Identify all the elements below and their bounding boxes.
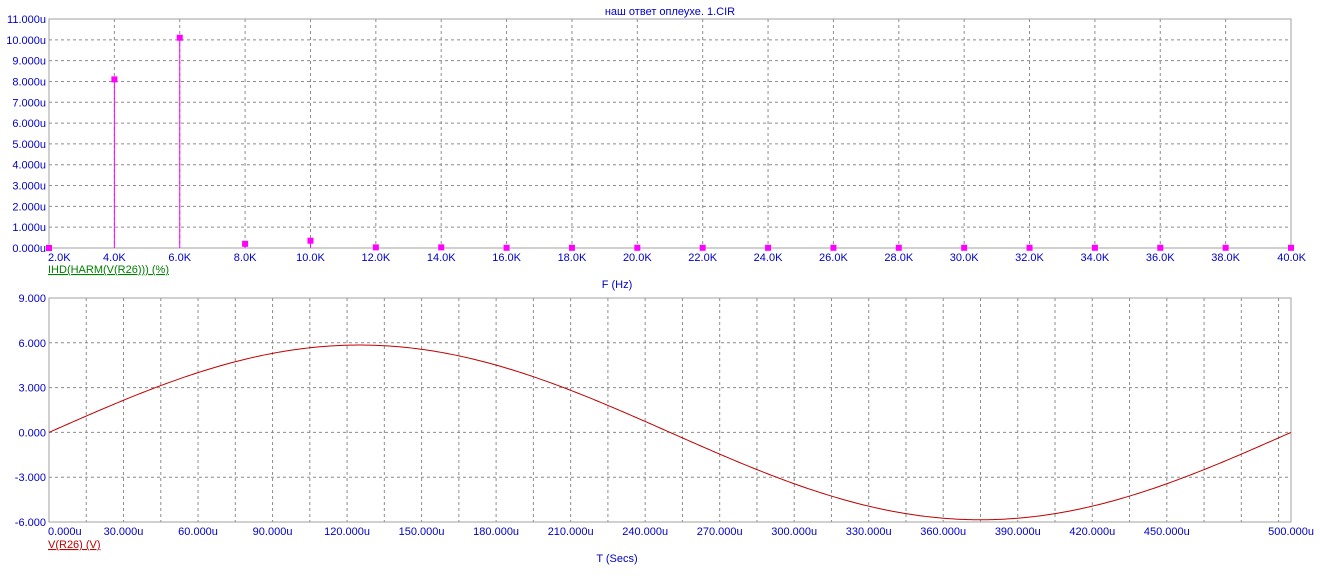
harmonics-x-tick-label: 4.0K (103, 252, 126, 264)
voltage-x-tick-label: 420.000u (1069, 526, 1115, 538)
harmonics-point (961, 244, 968, 251)
harmonics-x-tick-label: 10.0K (296, 252, 325, 264)
harmonics-point (568, 244, 575, 251)
harmonics-y-tick-label: 2.000u (12, 201, 46, 213)
harmonics-frame (48, 18, 1292, 249)
harmonics-y-tick-label: 11.000u (7, 14, 46, 26)
harmonics-x-tick-label: 14.0K (427, 252, 456, 264)
harmonics-y-tick-label: 10.000u (6, 35, 46, 47)
harmonics-x-tick-label: 18.0K (558, 252, 587, 264)
voltage-y-ticks: -6.000 -3.000 0.000 3.000 6.000 9.000 (15, 293, 46, 529)
harmonics-x-tick-label: 20.0K (623, 252, 652, 264)
harmonics-x-tick-label: 32.0K (1015, 252, 1044, 264)
voltage-frame (48, 297, 1292, 523)
harmonics-y-ticks: 0.000u 1.000u 2.000u 3.000u 4.000u 5.000u 6.00… (6, 14, 46, 255)
harmonics-point (1222, 244, 1229, 251)
voltage-y-tick-label: -3.000 (15, 472, 46, 484)
harmonics-x-tick-label: 30.0K (950, 252, 979, 264)
voltage-x-tick-label: 180.000u (473, 526, 519, 538)
harmonics-x-tick-label: 16.0K (492, 252, 521, 264)
harmonics-x-tick-label: 2.0K (48, 252, 71, 264)
voltage-y-tick-label: -6.000 (15, 517, 46, 529)
voltage-x-tick-label: 30.000u (104, 526, 144, 538)
voltage-y-tick-label: 0.000 (18, 427, 46, 439)
harmonics-y-tick-label: 1.000u (12, 222, 46, 234)
voltage-x-axis-label: T (Secs) (596, 553, 637, 565)
harmonics-point (765, 244, 772, 251)
harmonics-point (111, 76, 118, 83)
harmonics-y-tick-label: 9.000u (12, 56, 46, 68)
voltage-x-tick-label: 270.000u (697, 526, 743, 538)
harmonics-point (307, 237, 314, 244)
voltage-x-tick-label: 390.000u (995, 526, 1041, 538)
harmonics-point (372, 244, 379, 251)
harmonics-point (1091, 244, 1098, 251)
harmonics-y-tick-label: 6.000u (12, 118, 46, 130)
harmonics-point (503, 244, 510, 251)
voltage-x-tick-label: 330.000u (846, 526, 892, 538)
voltage-x-tick-label: 90.000u (253, 526, 293, 538)
harmonics-x-tick-label: 40.0K (1277, 252, 1306, 264)
harmonics-point (634, 244, 641, 251)
harmonics-x-tick-label: 8.0K (234, 252, 257, 264)
voltage-x-tick-label: 0.000u (48, 526, 82, 538)
harmonics-y-tick-label: 0.000u (12, 243, 46, 255)
voltage-x-tick-label: 150.000u (399, 526, 445, 538)
harmonics-x-tick-label: 6.0K (168, 252, 191, 264)
voltage-series-line (48, 344, 1292, 521)
harmonics-y-tick-label: 7.000u (12, 97, 46, 109)
harmonics-x-tick-label: 34.0K (1081, 252, 1110, 264)
harmonics-point (242, 240, 249, 247)
harmonics-y-tick-label: 4.000u (12, 160, 46, 172)
harmonics-point (1026, 244, 1033, 251)
harmonics-point (830, 244, 837, 251)
harmonics-x-ticks: 2.0K 4.0K 6.0K 8.0K 10.0K 12.0K 14.0K 16.0K 18.0… (48, 252, 1307, 264)
harmonics-point (46, 245, 52, 251)
voltage-x-tick-label: 60.000u (178, 526, 218, 538)
voltage-x-tick-label: 450.000u (1144, 526, 1190, 538)
harmonics-y-tick-label: 3.000u (12, 181, 46, 193)
voltage-series-label[interactable]: V(R26) (V) (48, 539, 101, 551)
harmonics-bars (46, 34, 1294, 251)
harmonics-x-tick-label: 26.0K (819, 252, 848, 264)
harmonics-y-tick-label: 5.000u (12, 139, 46, 151)
voltage-y-tick-label: 6.000 (18, 338, 46, 350)
harmonics-x-tick-label: 38.0K (1211, 252, 1240, 264)
harmonics-point (176, 34, 183, 41)
harmonics-x-tick-label: 24.0K (754, 252, 783, 264)
harmonics-y-tick-label: 8.000u (12, 76, 46, 88)
voltage-x-tick-label: 240.000u (622, 526, 668, 538)
harmonics-x-tick-label: 22.0K (688, 252, 717, 264)
voltage-x-tick-label: 360.000u (920, 526, 966, 538)
harmonics-point (438, 244, 445, 251)
harmonics-grid (49, 19, 1291, 248)
voltage-y-tick-label: 9.000 (18, 293, 46, 305)
voltage-x-tick-label: 500.000u (1268, 526, 1314, 538)
harmonics-point (1288, 244, 1294, 251)
chart-title: наш ответ оплеухе. 1.CIR (605, 6, 735, 18)
voltage-x-tick-label: 210.000u (548, 526, 594, 538)
harmonics-point (1157, 244, 1164, 251)
voltage-panel: -6.000 -3.000 0.000 3.000 6.000 9.000 0.000u 3… (15, 293, 1314, 565)
voltage-x-ticks: 0.000u 30.000u 60.000u 90.000u 120.000u 150.0… (48, 526, 1314, 538)
harmonics-x-tick-label: 12.0K (361, 252, 390, 264)
harmonics-panel: 0.000u 1.000u 2.000u 3.000u 4.000u 5.000u 6.00… (6, 14, 1306, 291)
voltage-y-tick-label: 3.000 (18, 383, 46, 395)
voltage-grid (49, 298, 1291, 522)
harmonics-series-label[interactable]: IHD(HARM(V(R26))) (%) (48, 264, 169, 276)
harmonics-x-tick-label: 28.0K (884, 252, 913, 264)
voltage-x-tick-label: 120.000u (324, 526, 370, 538)
harmonics-x-tick-label: 36.0K (1146, 252, 1175, 264)
harmonics-point (895, 244, 902, 251)
harmonics-x-axis-label: F (Hz) (602, 279, 633, 291)
voltage-x-tick-label: 300.000u (771, 526, 817, 538)
harmonics-point (699, 244, 706, 251)
